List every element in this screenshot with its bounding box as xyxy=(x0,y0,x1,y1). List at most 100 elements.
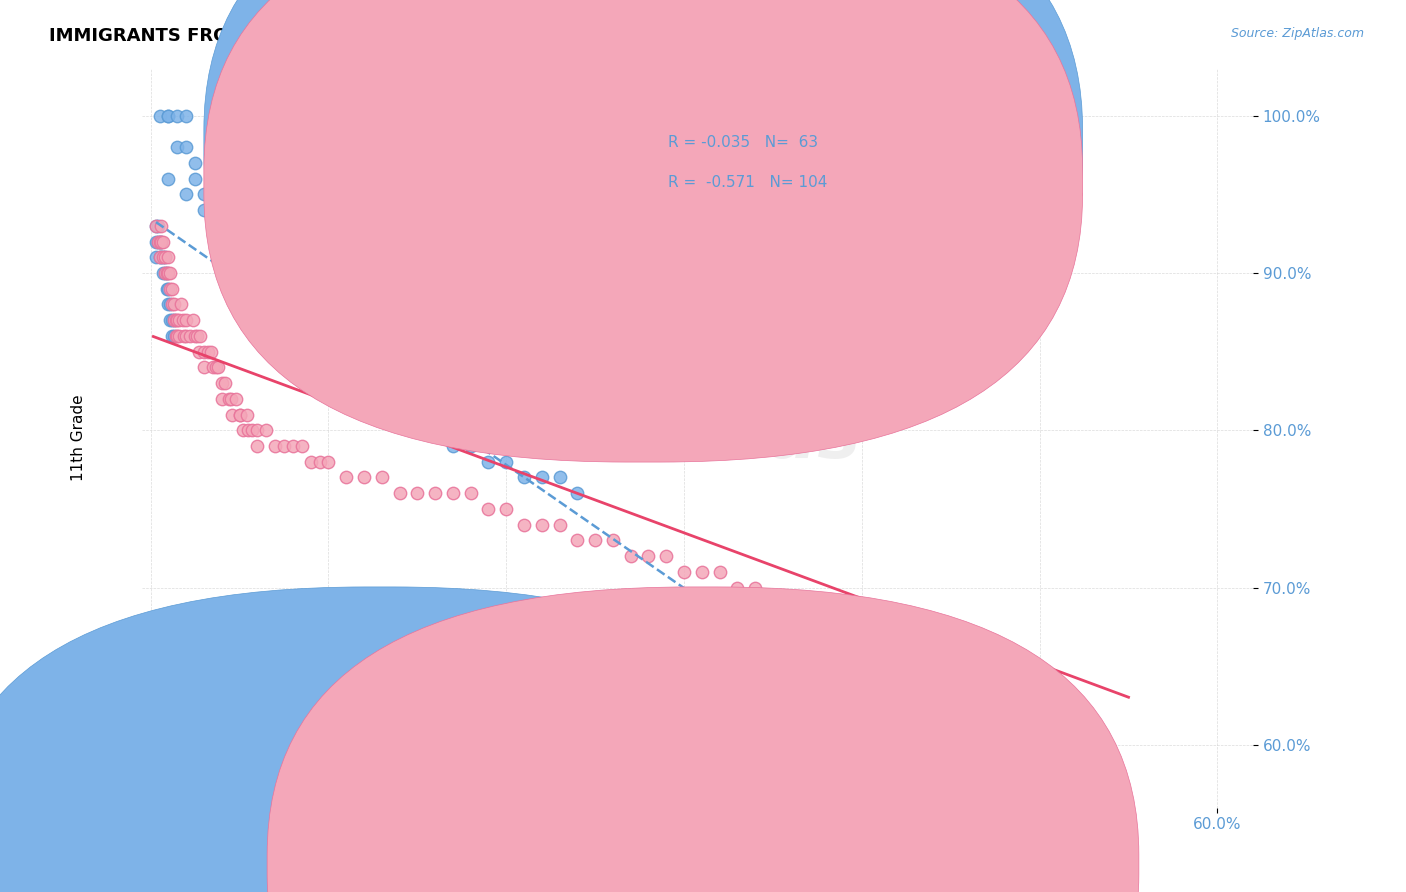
Point xyxy=(163,313,186,327)
Point xyxy=(159,282,181,296)
Point xyxy=(153,266,176,280)
Point xyxy=(193,202,215,217)
Point xyxy=(150,250,173,264)
Point xyxy=(211,235,233,249)
Point xyxy=(152,266,174,280)
Point xyxy=(167,329,190,343)
Point xyxy=(148,250,170,264)
Point xyxy=(620,549,643,563)
Point xyxy=(157,297,180,311)
Point xyxy=(460,486,482,500)
Point xyxy=(548,517,571,532)
Point xyxy=(567,533,589,548)
Point xyxy=(232,423,254,437)
Point xyxy=(170,297,193,311)
Point xyxy=(423,423,446,437)
Point xyxy=(797,596,820,610)
Point xyxy=(246,439,269,453)
Point xyxy=(193,344,215,359)
Point xyxy=(388,408,411,422)
Point xyxy=(157,266,180,280)
Point xyxy=(173,329,195,343)
Point xyxy=(851,628,873,642)
Point xyxy=(602,533,624,548)
Point xyxy=(264,329,287,343)
Point xyxy=(353,376,375,390)
Point xyxy=(495,501,517,516)
Point xyxy=(219,392,242,406)
Text: Dominicans: Dominicans xyxy=(770,854,860,868)
Point xyxy=(205,360,228,375)
Point xyxy=(157,282,180,296)
Text: ZIPatlas: ZIPatlas xyxy=(534,403,860,473)
Point xyxy=(744,581,766,595)
Point xyxy=(725,581,748,595)
Point xyxy=(238,423,260,437)
Point xyxy=(174,329,197,343)
Point xyxy=(153,266,176,280)
Point xyxy=(637,549,659,563)
Point xyxy=(165,313,187,327)
Point xyxy=(246,250,269,264)
Point xyxy=(238,266,260,280)
Point xyxy=(228,408,250,422)
Point xyxy=(939,659,962,673)
Point xyxy=(174,313,197,327)
Point xyxy=(815,612,838,626)
Point xyxy=(157,109,180,123)
Point xyxy=(179,329,201,343)
Point xyxy=(281,344,304,359)
Point xyxy=(184,329,207,343)
Point xyxy=(148,235,170,249)
Point xyxy=(193,187,215,202)
Point xyxy=(163,313,186,327)
Point xyxy=(299,455,322,469)
Point xyxy=(187,344,209,359)
Point xyxy=(388,486,411,500)
Point xyxy=(207,360,229,375)
Point xyxy=(156,266,179,280)
Point xyxy=(211,376,233,390)
Point xyxy=(673,565,696,579)
Point xyxy=(291,439,314,453)
Point xyxy=(974,690,997,705)
Point xyxy=(318,455,340,469)
Point xyxy=(308,455,330,469)
Point xyxy=(1028,266,1050,280)
Point xyxy=(904,643,927,657)
Point xyxy=(184,171,207,186)
Point xyxy=(186,329,208,343)
Point xyxy=(152,235,174,249)
Point xyxy=(228,235,250,249)
Point xyxy=(709,565,731,579)
Point xyxy=(1064,187,1087,202)
Point xyxy=(221,408,243,422)
Point xyxy=(228,408,250,422)
Point xyxy=(157,109,180,123)
Point xyxy=(460,439,482,453)
Point xyxy=(335,360,357,375)
Text: R =  -0.571   N= 104: R = -0.571 N= 104 xyxy=(668,176,827,190)
Point xyxy=(583,533,606,548)
Point xyxy=(174,140,197,154)
Point xyxy=(225,392,247,406)
Point xyxy=(146,219,169,233)
Point xyxy=(371,392,394,406)
Point xyxy=(146,235,169,249)
Point xyxy=(153,250,176,264)
Point xyxy=(167,313,190,327)
Point xyxy=(254,423,277,437)
Point xyxy=(441,439,464,453)
Point xyxy=(477,501,499,516)
Point xyxy=(148,235,170,249)
Point xyxy=(240,423,263,437)
Point xyxy=(441,486,464,500)
Point xyxy=(477,455,499,469)
Point xyxy=(886,628,908,642)
Point xyxy=(160,313,183,327)
Point xyxy=(148,250,170,264)
Point xyxy=(832,612,855,626)
Point xyxy=(567,486,589,500)
Point xyxy=(406,408,429,422)
Point xyxy=(371,470,394,484)
